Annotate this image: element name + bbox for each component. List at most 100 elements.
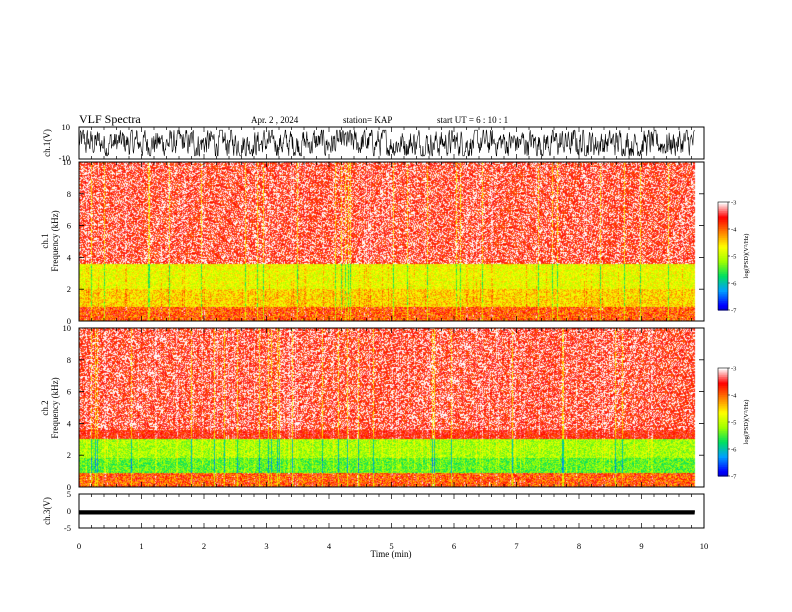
colorbar-tick-label: -3 (731, 366, 736, 373)
spectrogram-ytick-label: 0 (67, 316, 71, 326)
colorbar-segment (718, 221, 728, 225)
colorbar-segment (718, 413, 728, 416)
colorbar-segment (718, 368, 728, 371)
colorbar-segment (718, 384, 728, 387)
colorbar-segment (718, 467, 728, 470)
figure-title: VLF Spectra (79, 112, 141, 126)
colorbar-segment (718, 391, 728, 394)
colorbar-segment (718, 386, 728, 389)
colorbar-segment (718, 468, 728, 472)
ch2-colorbar: -3 -4 -5 -6 -7 log(PSD)(V²/Hz) (717, 366, 750, 481)
colorbar-tick-label: -7 (731, 474, 737, 481)
ch3-ytick-label: 5 (67, 489, 71, 499)
colorbar-segment (718, 293, 728, 297)
colorbar-segment (718, 214, 728, 217)
ch3-ylabel: ch.3(V) (42, 497, 52, 525)
colorbar-segment (718, 371, 728, 374)
colorbar-segment (718, 450, 728, 454)
colorbar-tick-label: -3 (731, 200, 736, 207)
colorbar-segment (718, 445, 728, 448)
colorbar-segment (718, 272, 728, 275)
colorbar-segment (718, 398, 728, 401)
colorbar-segment (718, 400, 728, 403)
colorbar-tick-label: -6 (731, 447, 737, 454)
colorbar-segment (718, 378, 728, 382)
colorbar-segment (718, 436, 728, 439)
colorbar-segment (718, 407, 728, 410)
xtick-label: 2 (202, 541, 206, 551)
ch1-spectrogram-ylabel-channel: ch.1 (40, 233, 50, 248)
spectrogram-ytick-label: 0 (67, 482, 71, 492)
xtick-label: 8 (577, 541, 581, 551)
ch1-colorbar: -3 -4 -5 -6 -7 log(PSD)(V²/Hz) (717, 200, 750, 315)
colorbar-segment (718, 297, 728, 300)
colorbar-segment (718, 248, 728, 252)
colorbar-segment (718, 425, 728, 428)
ch2-spectrogram-panel: 0 2 4 6 8 10 ch.2 Frequency (kHz) (40, 323, 705, 492)
colorbar-segment (718, 387, 728, 391)
colorbar-label: log(PSD)(V²/Hz) (743, 400, 750, 445)
colorbar-segment (718, 232, 728, 235)
colorbar-segment (718, 281, 728, 284)
colorbar-segment (718, 395, 728, 398)
colorbar-segment (718, 225, 728, 228)
colorbar-segment (718, 220, 728, 223)
colorbar-segment (718, 250, 728, 253)
colorbar-segment (718, 304, 728, 307)
xtick-label: 3 (264, 541, 268, 551)
colorbar-segment (718, 369, 728, 373)
colorbar-segment (718, 211, 728, 214)
colorbar-tick-label: -7 (731, 308, 737, 315)
colorbar-tick-label: -5 (731, 254, 736, 261)
colorbar-segment (718, 416, 728, 419)
colorbar-segment (718, 259, 728, 262)
colorbar-segment (718, 283, 728, 286)
colorbar-segment (718, 245, 728, 248)
xtick-label: 1 (139, 541, 143, 551)
ch1-spectrogram-yticks: 0 2 4 6 8 10 (63, 157, 704, 326)
spectrogram-ytick-label: 6 (67, 221, 71, 231)
colorbar-segment (718, 275, 728, 279)
colorbar-segment (718, 402, 728, 405)
colorbar-segment (718, 247, 728, 250)
ch3-ytick-label: 0 (67, 506, 71, 516)
colorbar-segment (718, 263, 728, 266)
ch1-spectrogram-image (79, 162, 704, 321)
colorbar-segment (718, 382, 728, 385)
colorbar-segment (718, 299, 728, 302)
colorbar-segment (718, 212, 728, 216)
colorbar-segment (718, 465, 728, 468)
xtick-label: 4 (327, 541, 332, 551)
colorbar-label: log(PSD)(V²/Hz) (743, 234, 750, 279)
colorbar-segment (718, 257, 728, 261)
colorbar-segment (718, 422, 728, 425)
colorbar-segment (718, 404, 728, 407)
colorbar-segment (718, 411, 728, 414)
colorbar-segment (718, 434, 728, 437)
colorbar-segment (718, 418, 728, 421)
colorbar-segment (718, 290, 728, 293)
spectrogram-ytick-label: 4 (67, 418, 72, 428)
spectrogram-ytick-label: 10 (63, 157, 72, 167)
ch1-ytick-top: 10 (62, 122, 71, 132)
colorbar-segment (718, 472, 728, 475)
colorbar-segment (718, 427, 728, 430)
colorbar-segment (718, 447, 728, 450)
colorbar-segment (718, 236, 728, 239)
colorbar-segment (718, 274, 728, 277)
colorbar-segment (718, 256, 728, 259)
colorbar-segment (718, 234, 728, 237)
colorbar-segment (718, 284, 728, 288)
ch2-spectrogram-yticks: 0 2 4 6 8 10 (63, 323, 704, 492)
colorbar-segment (718, 420, 728, 423)
colorbar-segment (718, 443, 728, 446)
spectrogram-ytick-label: 8 (67, 355, 71, 365)
xtick-label: 9 (639, 541, 643, 551)
colorbar-segment (718, 454, 728, 457)
ch1-trace (78, 129, 695, 157)
colorbar-segment (718, 375, 728, 378)
colorbar-segment (718, 286, 728, 289)
colorbar-segment (718, 270, 728, 273)
ch2-spectrogram-image (79, 328, 704, 487)
